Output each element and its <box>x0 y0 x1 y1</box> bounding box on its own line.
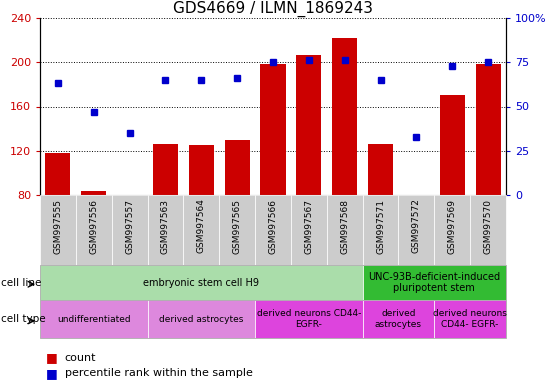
Bar <box>404 195 429 283</box>
Text: GSM997568: GSM997568 <box>340 199 349 253</box>
Bar <box>40 265 363 300</box>
Bar <box>40 195 76 265</box>
Bar <box>219 195 255 265</box>
Text: GSM997570: GSM997570 <box>484 199 492 253</box>
Text: cell line: cell line <box>1 278 41 288</box>
Text: ■: ■ <box>45 367 57 380</box>
Bar <box>332 38 357 283</box>
Text: derived
astrocytes: derived astrocytes <box>375 309 422 329</box>
Text: GSM997564: GSM997564 <box>197 199 206 253</box>
Text: ■: ■ <box>45 351 57 364</box>
Bar <box>434 195 470 265</box>
Bar <box>147 195 183 265</box>
Bar <box>189 145 214 283</box>
Text: count: count <box>64 353 96 362</box>
Bar <box>255 300 363 338</box>
Bar <box>434 300 506 338</box>
Bar <box>470 195 506 265</box>
Text: percentile rank within the sample: percentile rank within the sample <box>64 368 252 378</box>
Text: derived neurons CD44-
EGFR-: derived neurons CD44- EGFR- <box>257 309 361 329</box>
Text: embryonic stem cell H9: embryonic stem cell H9 <box>143 278 259 288</box>
Text: GSM997565: GSM997565 <box>233 199 242 253</box>
Title: GDS4669 / ILMN_1869243: GDS4669 / ILMN_1869243 <box>173 0 373 17</box>
Bar <box>224 140 250 283</box>
Text: GSM997555: GSM997555 <box>54 199 62 253</box>
Text: GSM997556: GSM997556 <box>89 199 98 253</box>
Text: GSM997572: GSM997572 <box>412 199 421 253</box>
Bar <box>255 195 291 265</box>
Bar <box>368 144 393 283</box>
Bar <box>40 300 147 338</box>
Bar <box>291 195 327 265</box>
Text: GSM997563: GSM997563 <box>161 199 170 253</box>
Bar <box>183 195 219 265</box>
Bar <box>327 195 363 265</box>
Bar <box>260 65 286 283</box>
Bar <box>363 265 506 300</box>
Bar <box>476 65 501 283</box>
Text: cell type: cell type <box>1 314 46 324</box>
Bar <box>117 195 142 283</box>
Bar <box>153 144 178 283</box>
Text: GSM997567: GSM997567 <box>304 199 313 253</box>
Text: GSM997569: GSM997569 <box>448 199 457 253</box>
Bar <box>363 195 399 265</box>
Bar <box>363 300 434 338</box>
Bar <box>112 195 147 265</box>
Bar <box>296 55 322 283</box>
Text: GSM997571: GSM997571 <box>376 199 385 253</box>
Bar <box>45 153 70 283</box>
Text: undifferentiated: undifferentiated <box>57 314 130 323</box>
Text: GSM997566: GSM997566 <box>269 199 277 253</box>
Bar <box>399 195 434 265</box>
Text: derived astrocytes: derived astrocytes <box>159 314 244 323</box>
Bar <box>76 195 112 265</box>
Bar <box>440 96 465 283</box>
Bar <box>147 300 255 338</box>
Text: derived neurons
CD44- EGFR-: derived neurons CD44- EGFR- <box>433 309 507 329</box>
Text: UNC-93B-deficient-induced
pluripotent stem: UNC-93B-deficient-induced pluripotent st… <box>368 272 500 293</box>
Bar <box>81 190 106 283</box>
Text: GSM997557: GSM997557 <box>125 199 134 253</box>
